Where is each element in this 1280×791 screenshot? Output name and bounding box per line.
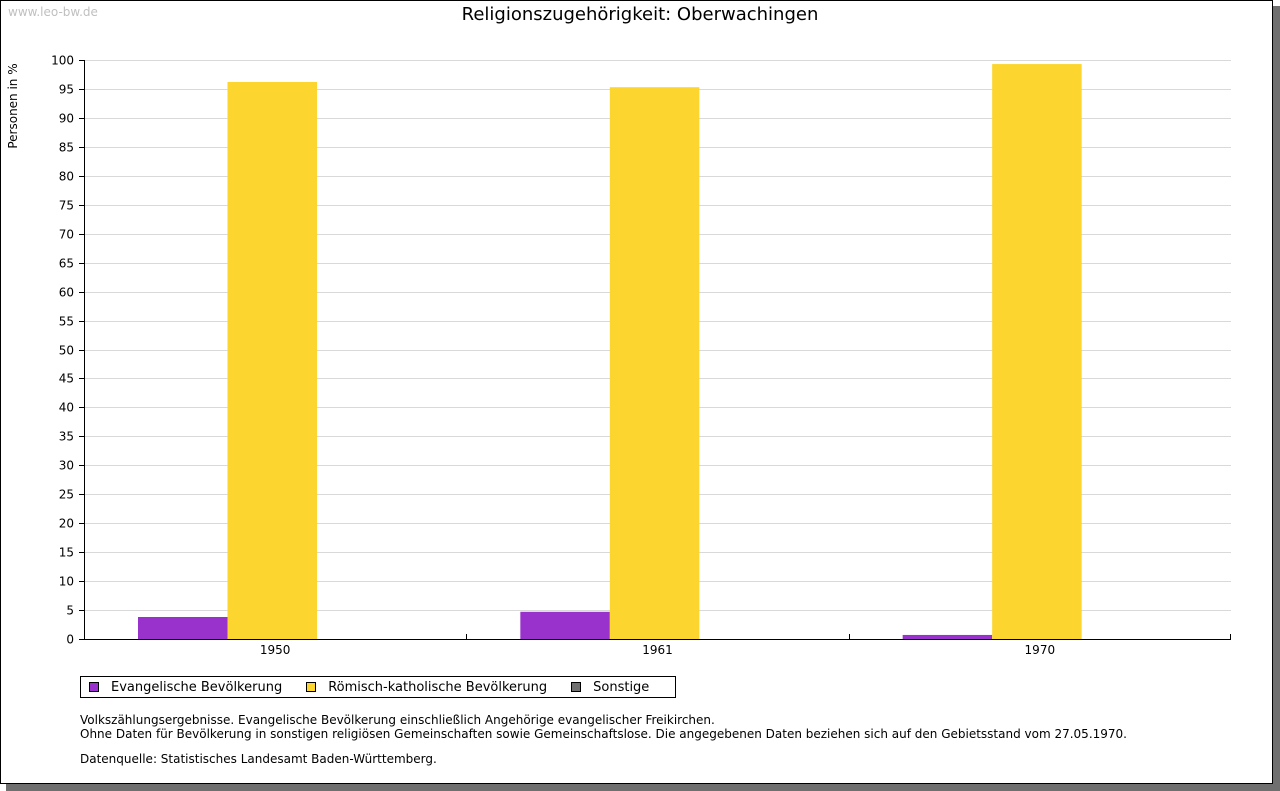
frame-shadow-bottom [6, 784, 1280, 791]
y-tick-label: 85 [59, 141, 74, 155]
legend-item-evangelisch: Evangelische Bevölkerung [89, 680, 282, 695]
footnote-line: Volkszählungsergebnisse. Evangelische Be… [80, 713, 715, 727]
legend-label-sonstige: Sonstige [593, 679, 650, 695]
y-tick-label: 95 [59, 83, 74, 97]
frame-shadow-right [1273, 6, 1280, 791]
legend-swatch-evangelisch [89, 682, 99, 692]
x-tick-label: 1950 [260, 643, 291, 657]
y-tick-label: 20 [59, 517, 74, 531]
y-tick-label: 0 [66, 633, 74, 647]
legend-swatch-katholisch [306, 682, 317, 692]
x-tick-label: 1961 [642, 643, 673, 657]
y-tick-label: 30 [59, 459, 74, 473]
y-tick-label: 5 [66, 604, 74, 618]
bar [902, 634, 993, 639]
bar [227, 82, 317, 639]
footnotes: Volkszählungsergebnisse. Evangelische Be… [80, 713, 1127, 741]
y-tick-label: 90 [59, 112, 74, 126]
y-tick-label: 70 [59, 228, 74, 242]
data-source: Datenquelle: Statistisches Landesamt Bad… [80, 752, 437, 766]
legend-item-sonstige: Sonstige [571, 680, 649, 695]
y-tick-label: 75 [59, 199, 74, 213]
chart-title: Religionszugehörigkeit: Oberwachingen [461, 4, 819, 25]
y-tick-label: 10 [59, 575, 74, 589]
y-tick-label: 35 [59, 430, 74, 444]
footnote-line: Ohne Daten für Bevölkerung in sonstigen … [80, 727, 1127, 741]
y-tick-label: 60 [59, 286, 74, 300]
legend: Evangelische Bevölkerung Römisch-katholi… [80, 676, 676, 698]
x-tick-label: 1970 [1025, 643, 1056, 657]
y-tick-label: 55 [59, 315, 74, 329]
y-tick-label: 40 [59, 401, 74, 415]
watermark: www.leo-bw.de [8, 5, 98, 19]
legend-label-katholisch: Römisch-katholische Bevölkerung [328, 679, 548, 695]
y-tick-label: 65 [59, 257, 74, 271]
legend-item-katholisch: Römisch-katholische Bevölkerung [306, 680, 547, 695]
y-tick-label: 15 [59, 546, 74, 560]
legend-swatch-sonstige [571, 682, 582, 692]
bar [138, 616, 228, 639]
y-tick-label: 100 [51, 54, 74, 68]
y-tick-label: 50 [59, 344, 74, 358]
bar [520, 611, 610, 639]
y-tick-label: 80 [59, 170, 74, 184]
y-tick-label: 45 [59, 372, 74, 386]
bar [609, 87, 700, 639]
y-tick-label: 25 [59, 488, 74, 502]
bar [992, 64, 1082, 640]
legend-label-evangelisch: Evangelische Bevölkerung [111, 679, 283, 695]
